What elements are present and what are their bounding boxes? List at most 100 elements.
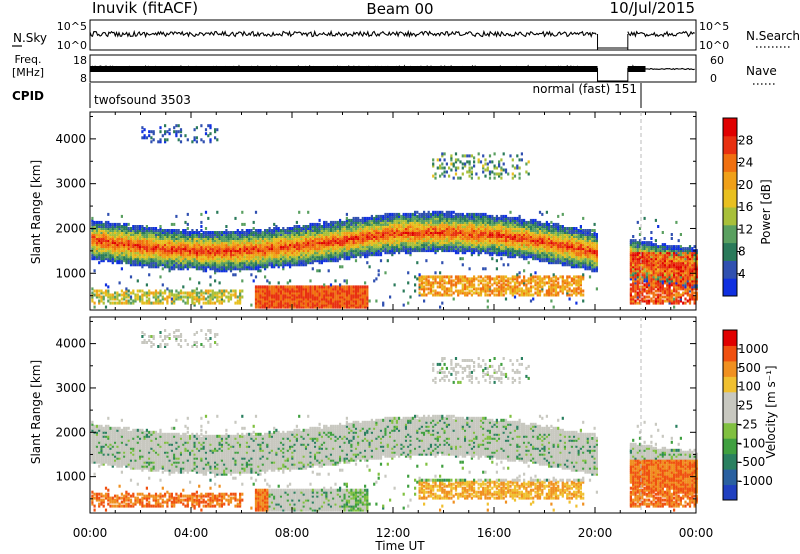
power-cell (302, 227, 305, 230)
power-cell (261, 299, 264, 303)
power-cell (120, 289, 123, 293)
power-cell (120, 245, 123, 249)
power-cell (382, 241, 385, 245)
power-cell (314, 305, 317, 309)
power-cell (286, 295, 289, 299)
power-cell (229, 265, 233, 269)
power-cell (95, 235, 98, 238)
power-cell (348, 285, 351, 289)
power-cell (348, 235, 351, 238)
power-cell (179, 253, 183, 257)
power-cell (475, 291, 478, 295)
power-cell (420, 277, 423, 281)
power-cell (488, 237, 492, 240)
power-cell (348, 220, 351, 224)
power-cell (218, 299, 221, 303)
power-cell (118, 261, 121, 265)
power-cell (236, 235, 239, 238)
power-cell (470, 253, 473, 257)
power-cell (220, 293, 223, 297)
power-cell (134, 255, 137, 259)
power-cell (109, 229, 112, 232)
power-cell (432, 227, 435, 230)
power-cell (314, 235, 317, 238)
power-cell (323, 283, 326, 287)
power-cell (450, 162, 453, 166)
power-cell (259, 235, 262, 238)
power-cell (293, 287, 296, 291)
power-cell (304, 249, 308, 253)
power-cell (239, 233, 242, 236)
power-cell (129, 291, 133, 295)
power-cell (245, 229, 248, 232)
power-cell (475, 229, 478, 232)
power-cell (329, 247, 333, 251)
power-cell (250, 267, 253, 271)
power-cell (189, 233, 192, 236)
power-cell (177, 231, 180, 234)
power-cell (193, 257, 196, 261)
power-cell (311, 245, 314, 249)
power-cell (441, 293, 444, 297)
power-cell (402, 216, 405, 220)
power-cell (141, 243, 144, 247)
power-cell (173, 241, 176, 245)
power-cell (434, 251, 437, 255)
power-cell (400, 220, 403, 224)
power-cell (225, 263, 228, 267)
power-cell (250, 263, 253, 267)
power-cell (384, 220, 387, 224)
power-cell (409, 253, 412, 257)
power-cell (243, 257, 246, 261)
power-cell (295, 251, 298, 255)
power-cell (259, 239, 262, 243)
power-cell (298, 305, 301, 309)
power-cell (459, 233, 462, 236)
power-cell (223, 267, 226, 271)
power-cell (191, 253, 194, 257)
power-cell (134, 259, 137, 263)
power-cell (420, 281, 423, 285)
power-cell (139, 247, 142, 251)
power-cell (370, 245, 373, 249)
power-cell (341, 251, 344, 255)
power-cell (427, 218, 430, 222)
power-cell (114, 253, 117, 257)
power-cell (252, 279, 255, 283)
power-cell (495, 243, 498, 247)
power-cell (450, 279, 453, 283)
power-cell (359, 291, 362, 295)
power-cell (286, 291, 289, 295)
power-cell (352, 293, 355, 297)
power-cell (252, 235, 255, 238)
power-cell (404, 214, 408, 218)
power-cell (220, 269, 223, 273)
power-cell (282, 233, 285, 236)
power-cell (245, 231, 248, 234)
power-cell (464, 233, 467, 236)
power-cell (279, 287, 283, 291)
power-cell (227, 235, 230, 238)
power-cell (134, 249, 137, 253)
power-cell (136, 233, 139, 236)
power-cell (143, 227, 146, 230)
power-cell (307, 305, 310, 309)
power-cell (298, 247, 301, 251)
power-cell (361, 231, 364, 234)
power-cell (366, 237, 369, 240)
power-cell (291, 287, 294, 291)
power-cell (236, 265, 239, 269)
power-cell (141, 225, 144, 228)
power-cell (204, 245, 208, 249)
power-cell (279, 239, 283, 243)
power-cell (295, 231, 298, 234)
power-cell (107, 259, 110, 263)
power-cell (109, 245, 112, 249)
power-cell (461, 154, 464, 158)
power-cell (111, 293, 114, 297)
power-cell (111, 222, 114, 226)
power-cell (454, 212, 458, 216)
power-cell (300, 255, 303, 259)
power-cell (239, 247, 242, 251)
power-cell (191, 235, 194, 238)
